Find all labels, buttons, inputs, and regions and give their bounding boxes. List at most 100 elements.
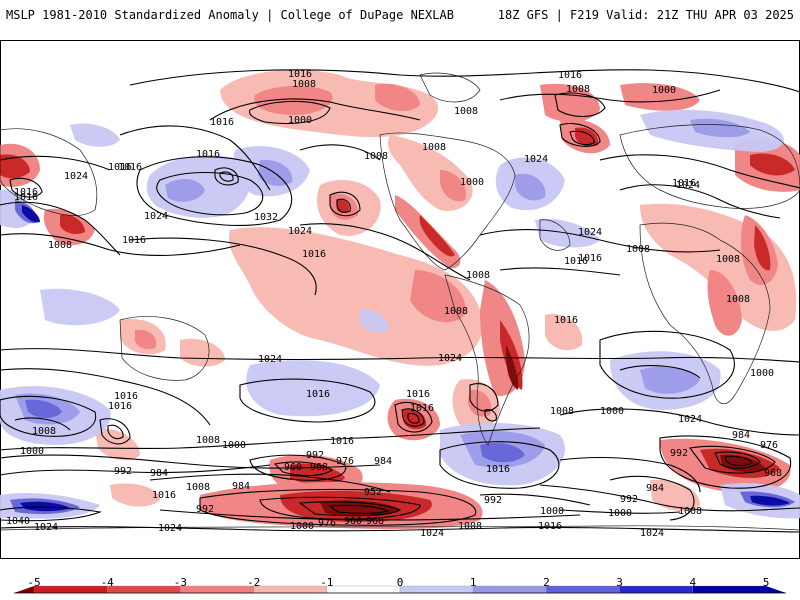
- contour-label: 1016: [288, 69, 312, 80]
- colorbar-tick-label: -3: [173, 576, 188, 589]
- colorbar-segment: [253, 585, 327, 594]
- map-title: MSLP 1981-2010 Standardized Anomaly | Co…: [6, 8, 454, 22]
- colorbar-segment: [33, 585, 108, 594]
- contour-label: 1008: [292, 79, 316, 90]
- contour-label: 984: [150, 468, 168, 479]
- contour-label: 1008: [196, 435, 220, 446]
- contour-label: 1016: [302, 249, 326, 260]
- contour-label: 1000: [750, 368, 774, 379]
- contour-label: 1024: [678, 414, 702, 425]
- colorbar-tick-label: 4: [689, 576, 697, 589]
- colorbar-segment: [473, 585, 547, 594]
- contour-label: 1016: [564, 256, 588, 267]
- contour-label: 1016: [108, 162, 132, 173]
- model-run-info: 18Z GFS | F219 Valid: 21Z THU APR 03 202…: [497, 8, 794, 22]
- contour-label: 1000: [288, 115, 312, 126]
- contour-label: 968: [310, 462, 328, 473]
- contour-label: 952: [364, 487, 382, 498]
- colorbar-tick-label: 1: [469, 576, 477, 589]
- contour-label: 1008: [716, 254, 740, 265]
- colorbar-tick-label: -5: [27, 576, 41, 589]
- contour-label: 1008: [550, 406, 574, 417]
- contour-label: 1000: [608, 508, 632, 519]
- contour-label: 1016: [210, 117, 234, 128]
- contour-label: 1024: [144, 211, 168, 222]
- contour-labels: 1016 1008 1000 1016 1008 1000 1016 1016 …: [6, 69, 782, 539]
- contour-label: 992: [620, 494, 638, 505]
- contour-label: 984: [232, 481, 250, 492]
- contour-label: 1016: [114, 391, 138, 402]
- contour-label: 1024: [438, 353, 462, 364]
- contour-label: 1040: [6, 516, 30, 527]
- negative-anomaly-shading: [0, 70, 800, 530]
- contour-label: 1016: [14, 192, 38, 203]
- positive-anomaly-shading: [0, 109, 800, 519]
- contour-label: 1016: [152, 490, 176, 501]
- colorbar-right-arrow: [766, 586, 786, 593]
- contour-label: 1000: [20, 446, 44, 457]
- colorbar-tick-label: -2: [246, 576, 261, 589]
- contour-label: 1016: [306, 389, 330, 400]
- contour-label: 1016: [406, 389, 430, 400]
- colorbar-segment: [107, 585, 181, 594]
- contour-label: 1016: [410, 403, 434, 414]
- contour-label: 1016: [558, 70, 582, 81]
- contour-label: 1016: [196, 149, 220, 160]
- contour-label: 968: [366, 516, 384, 527]
- colorbar-tick-label: -4: [100, 576, 114, 589]
- colorbar-segment: [326, 585, 401, 594]
- contour-label: 1008: [48, 240, 72, 251]
- contour-label: 1016: [14, 187, 38, 198]
- contour-label: 1016: [538, 521, 562, 532]
- contour-label: 1008: [626, 244, 650, 255]
- map-canvas: 1016 1008 1000 1016 1008 1000 1016 1016 …: [0, 40, 800, 559]
- contour-label: 1016: [672, 178, 696, 189]
- contour-label: 992: [114, 466, 132, 477]
- contour-label: 1024: [288, 226, 312, 237]
- contour-label: 1016: [122, 235, 146, 246]
- contour-label: 1000: [460, 177, 484, 188]
- isobars: [0, 69, 800, 533]
- contour-label: 1008: [32, 426, 56, 437]
- anomaly-colorbar: [14, 585, 786, 594]
- colorbar-segment: [180, 585, 254, 594]
- contour-label: 1000: [222, 440, 246, 451]
- contour-label: 976: [318, 518, 336, 529]
- contour-label: 1016: [554, 315, 578, 326]
- contour-label: 1024: [64, 171, 88, 182]
- contour-label: 1016: [578, 253, 602, 264]
- contour-label: 976: [336, 456, 354, 467]
- contour-label: 984: [646, 483, 664, 494]
- contour-label: 1032: [254, 212, 278, 223]
- contour-label: 1000: [290, 521, 314, 532]
- contour-label: 968: [764, 468, 782, 479]
- contour-label: 1008: [458, 521, 482, 532]
- colorbar-tick-label: 0: [396, 576, 404, 589]
- contour-label: 984: [374, 456, 392, 467]
- contour-label: 1000: [540, 506, 564, 517]
- contour-label: 1000: [652, 85, 676, 96]
- contour-label: 1024: [158, 523, 182, 534]
- contour-label: 1024: [258, 354, 282, 365]
- contour-label: 1008: [186, 482, 210, 493]
- contour-label: 1024: [676, 180, 700, 191]
- contour-label: 1008: [678, 506, 702, 517]
- contour-label: 1008: [566, 84, 590, 95]
- contour-label: 992: [196, 504, 214, 515]
- colorbar-segment: [399, 585, 474, 594]
- contour-label: 1016: [118, 162, 142, 173]
- contour-label: 984: [732, 430, 750, 441]
- contour-label: 960: [344, 516, 362, 527]
- contour-label: 1008: [454, 106, 478, 117]
- contour-label: 1008: [422, 142, 446, 153]
- contour-label: 992: [670, 448, 688, 459]
- colorbar-tick-label: 3: [616, 576, 623, 589]
- contour-label: 1024: [640, 528, 664, 539]
- contour-label: 976: [760, 440, 778, 451]
- colorbar-segment: [692, 585, 767, 594]
- contour-label: 1016: [108, 401, 132, 412]
- contour-label: 1024: [524, 154, 548, 165]
- contour-label: 1016: [486, 464, 510, 475]
- contour-label: 1024: [420, 528, 444, 539]
- contour-label: 1024: [578, 227, 602, 238]
